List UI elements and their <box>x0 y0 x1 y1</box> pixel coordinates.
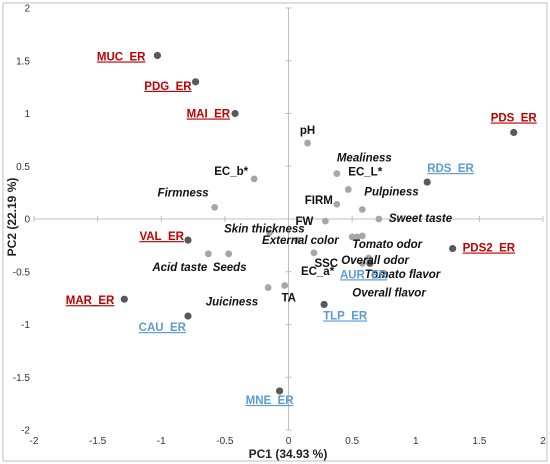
x-tick-label: -1.5 <box>89 436 107 447</box>
variable-point <box>211 203 219 211</box>
variable-label: FW <box>296 216 314 228</box>
y-tick-label: 0.5 <box>16 162 30 173</box>
variable-label: Tomato flavor <box>365 269 441 281</box>
variable-point <box>294 236 301 244</box>
accession-point <box>192 78 200 86</box>
variable-point <box>344 186 352 193</box>
variable-point <box>322 217 329 225</box>
y-tick-label: -1.5 <box>13 373 31 384</box>
variable-label: Firmness <box>158 187 209 199</box>
y-tick-label: -0.5 <box>13 267 31 278</box>
y-tick-label: 1 <box>24 109 30 120</box>
variable-label: Acid taste <box>151 262 208 274</box>
variable-label: Tomato odor <box>352 239 422 251</box>
accession-point <box>449 244 457 253</box>
accession-point <box>510 128 518 137</box>
variable-point <box>348 233 356 241</box>
accession-point <box>275 387 284 395</box>
accession-point <box>320 300 328 309</box>
variable-point <box>333 170 341 178</box>
y-tick-label: -1 <box>21 320 30 331</box>
variable-point <box>333 200 341 208</box>
accession-label: PDS_ER <box>491 112 538 124</box>
accession-point <box>120 295 128 303</box>
accession-label: MUC_ER <box>97 51 146 63</box>
tick-labels: -2 -1.5 -1 -0.5 0 0.5 1 1.5 2 2 1.5 1 0.5 0 -0.5 -1 -1.5… <box>13 4 546 448</box>
variable-point <box>204 250 212 258</box>
accession-label: MAR_ER <box>66 295 115 307</box>
variable-point <box>310 249 318 257</box>
accession-label: MAI_ER <box>187 109 231 121</box>
variable-label: pH <box>300 125 315 137</box>
variable-point <box>281 282 289 289</box>
variable-point <box>358 232 366 240</box>
accession-point <box>184 312 192 320</box>
accession-label: RDS_ER <box>427 163 474 175</box>
accession-label: CAU_ER <box>139 322 187 334</box>
variable-label: Overall flavor <box>352 287 426 299</box>
axes <box>33 7 544 431</box>
accession-label: PDG_ER <box>144 81 192 93</box>
variable-label: TA <box>281 292 295 304</box>
x-tick-label: 1.5 <box>472 436 486 447</box>
accession-point <box>231 109 239 118</box>
data-points <box>120 51 518 395</box>
accession-point <box>366 259 374 267</box>
x-tick-label: 2 <box>540 436 546 447</box>
variable-point <box>250 175 258 183</box>
variable-point <box>266 229 273 237</box>
variable-label: Pulpiness <box>364 187 418 199</box>
variable-label: Mealiness <box>337 153 392 165</box>
x-tick-label: 1 <box>413 436 419 447</box>
x-tick-label: -0.5 <box>216 436 234 447</box>
accession-label: MNE_ER <box>246 395 295 407</box>
variable-label: EC_a* <box>301 266 335 278</box>
variable-point <box>358 259 366 267</box>
y-tick-label: 2 <box>24 4 30 15</box>
variable-point <box>353 233 361 241</box>
x-axis-title: PC1 (34.93 %) <box>249 447 328 461</box>
x-tick-label: -2 <box>30 436 39 447</box>
variable-label: SSC <box>314 258 338 270</box>
variable-label: Overall odor <box>341 255 409 267</box>
variable-point <box>225 250 233 258</box>
variable-label: Sweet taste <box>389 213 453 225</box>
y-tick-label: 1.5 <box>16 56 30 67</box>
variable-point <box>304 139 311 147</box>
x-tick-label: -1 <box>157 436 166 447</box>
x-tick-label: 0.5 <box>345 436 359 447</box>
variable-point <box>358 206 366 213</box>
y-tick-label: 0 <box>24 215 30 226</box>
variable-label: Seeds <box>213 262 247 274</box>
variable-label: Skin thickness <box>224 224 305 236</box>
accession-point <box>423 178 431 186</box>
variable-label: Juiciness <box>206 297 258 309</box>
variable-point <box>375 215 383 223</box>
variable-point <box>264 284 272 291</box>
x-tick-label: 0 <box>286 436 292 447</box>
variable-label: EC_L* <box>348 166 382 178</box>
y-axis-title: PC2 (22.19 %) <box>5 178 19 257</box>
accession-label: PDS2_ER <box>463 243 516 255</box>
y-tick-label: -2 <box>21 426 30 437</box>
variable-label: FIRM <box>305 195 333 207</box>
accession-label: AUR_ER <box>340 269 388 281</box>
variable-label: EC_b* <box>214 166 248 178</box>
variable-point <box>365 254 373 262</box>
accession-point <box>184 236 192 244</box>
accession-point <box>153 51 162 60</box>
variable-label: External color <box>262 235 339 247</box>
accession-label: TLP_ER <box>323 310 368 322</box>
accession-label: VAL_ER <box>139 231 184 243</box>
